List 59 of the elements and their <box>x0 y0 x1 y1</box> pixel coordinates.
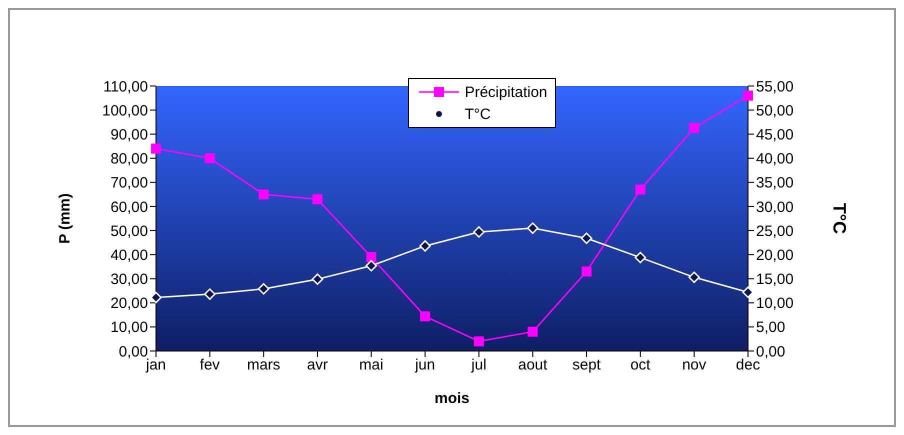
y-tick-label: 90,00 <box>110 126 148 144</box>
x-axis-title: mois <box>434 390 470 407</box>
point <box>312 194 322 204</box>
x-tick-label: sept <box>572 356 602 374</box>
y-tick-label: 110,00 <box>103 78 148 96</box>
y-tick-label: 60,00 <box>110 198 148 216</box>
legend-label: T°C <box>464 106 491 122</box>
point <box>258 283 270 295</box>
x-tick-label: mars <box>246 356 280 374</box>
y-tick-label: 10,00 <box>110 319 148 336</box>
point <box>366 260 378 272</box>
legend-label: Précipitation <box>464 84 548 100</box>
y2-tick-label: 50,00 <box>756 102 794 120</box>
point <box>528 326 538 337</box>
point <box>582 266 592 276</box>
y-tick-label: 100,00 <box>102 102 148 120</box>
y-tick-label: 20,00 <box>110 295 148 312</box>
y-axis-title: P (mm) <box>56 193 74 244</box>
y-tick-label: 80,00 <box>110 150 148 168</box>
x-tick-label: mai <box>359 356 384 374</box>
y-tick-label: 50,00 <box>110 222 148 240</box>
point <box>419 240 431 252</box>
y2-tick-label: 10,00 <box>756 295 794 312</box>
point <box>634 252 646 264</box>
x-tick-label: nov <box>682 356 707 374</box>
y2-tick-label: 40,00 <box>756 150 794 168</box>
y2-tick-label: 35,00 <box>756 174 794 192</box>
y-tick-label: 70,00 <box>110 174 148 192</box>
y2-tick-label: 45,00 <box>756 126 794 144</box>
y2-tick-label: 20,00 <box>756 246 794 264</box>
point <box>204 288 216 300</box>
point <box>151 144 161 154</box>
point <box>473 226 485 238</box>
point <box>688 272 700 284</box>
point <box>580 232 592 244</box>
y2-tick-label: 25,00 <box>756 222 794 240</box>
point <box>312 273 324 285</box>
point <box>366 252 376 262</box>
x-tick-label: aout <box>518 356 548 374</box>
point <box>689 122 700 133</box>
point <box>635 184 646 195</box>
x-tick-label: jul <box>470 356 486 374</box>
y2-tick-label: 5,00 <box>756 319 786 336</box>
x-tick-label: avr <box>307 356 328 374</box>
x-tick-label: jun <box>414 356 436 374</box>
y2-tick-label: 15,00 <box>756 271 794 288</box>
y-tick-label: 30,00 <box>110 271 148 288</box>
y2-tick-label: 30,00 <box>756 198 794 216</box>
point <box>420 311 430 322</box>
y2-tick-label: 55,00 <box>756 78 794 96</box>
y-tick-label: 40,00 <box>110 246 148 264</box>
x-tick-label: oct <box>630 356 652 374</box>
point <box>743 90 753 101</box>
point <box>474 336 484 346</box>
point <box>526 222 538 234</box>
x-tick-label: fev <box>200 356 220 374</box>
y2-axis-title: T°C <box>830 202 850 234</box>
point <box>258 189 269 200</box>
point <box>204 153 215 164</box>
